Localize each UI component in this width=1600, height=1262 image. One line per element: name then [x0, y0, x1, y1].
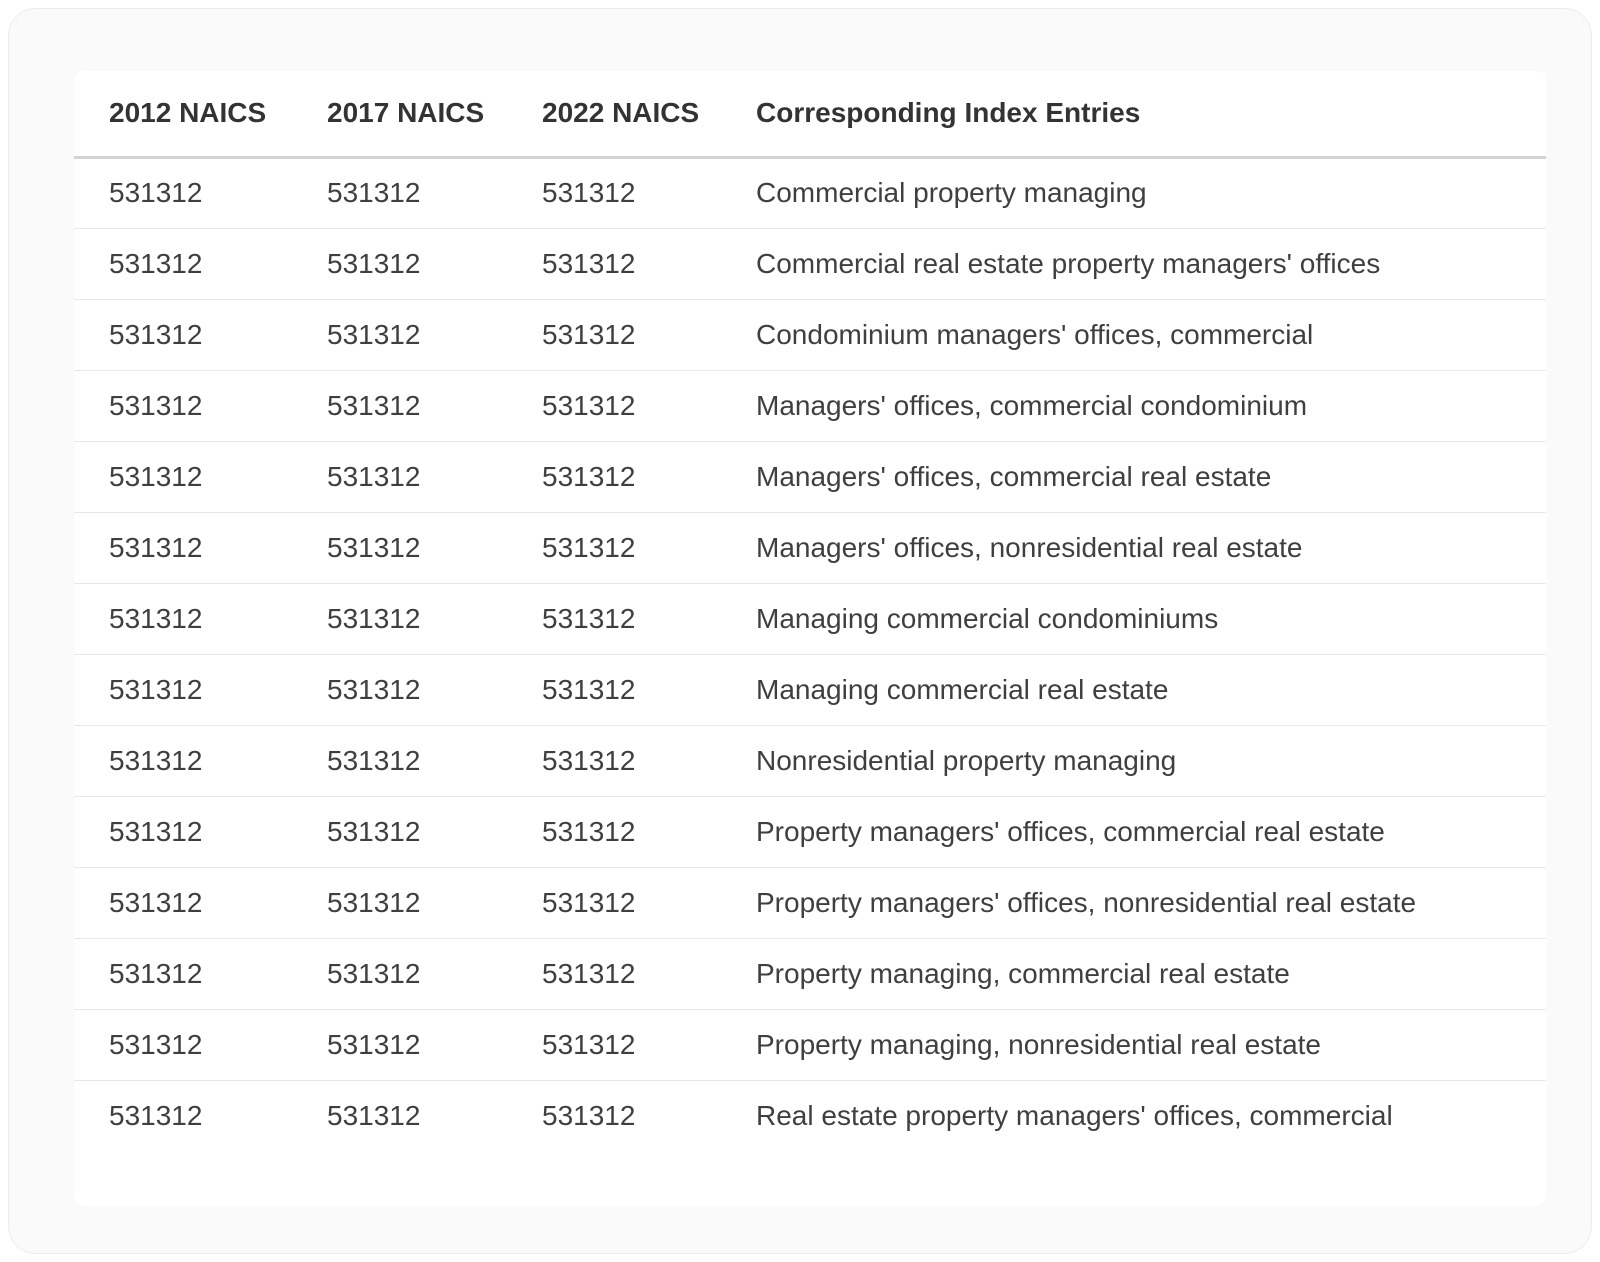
- column-header-index-entries: Corresponding Index Entries: [721, 71, 1546, 159]
- cell-2022-naics: 531312: [507, 228, 721, 300]
- column-header-2022-naics: 2022 NAICS: [507, 71, 721, 159]
- cell-index-entry: Commercial real estate property managers…: [721, 228, 1546, 300]
- table-row: 531312 531312 531312 Property managing, non…: [74, 1009, 1546, 1081]
- cell-2022-naics: 531312: [507, 725, 721, 797]
- cell-2017-naics: 531312: [292, 725, 507, 797]
- table-row: 531312 531312 531312 Managing commercial co…: [74, 583, 1546, 655]
- cell-2017-naics: 531312: [292, 512, 507, 584]
- cell-index-entry: Property managing, commercial real estat…: [721, 938, 1546, 1010]
- table-header: 2012 NAICS 2017 NAICS 2022 NAICS Corresp…: [74, 71, 1546, 159]
- cell-index-entry: Property managers' offices, commercial r…: [721, 796, 1546, 868]
- cell-2017-naics: 531312: [292, 228, 507, 300]
- outer-card: 2012 NAICS 2017 NAICS 2022 NAICS Corresp…: [8, 8, 1592, 1254]
- table-row: 531312 531312 531312 Property managers' off…: [74, 796, 1546, 868]
- cell-index-entry: Managers' offices, nonresidential real e…: [721, 512, 1546, 584]
- cell-2022-naics: 531312: [507, 796, 721, 868]
- table-row: 531312 531312 531312 Managers' offices, non…: [74, 512, 1546, 584]
- cell-2022-naics: 531312: [507, 157, 721, 229]
- cell-2017-naics: 531312: [292, 938, 507, 1010]
- cell-2022-naics: 531312: [507, 370, 721, 442]
- cell-2022-naics: 531312: [507, 654, 721, 726]
- cell-index-entry: Condominium managers' offices, commercia…: [721, 299, 1546, 371]
- cell-index-entry: Managers' offices, commercial real estat…: [721, 441, 1546, 513]
- table-row: 531312 531312 531312 Commercial real estate…: [74, 228, 1546, 300]
- cell-2022-naics: 531312: [507, 938, 721, 1010]
- cell-2017-naics: 531312: [292, 370, 507, 442]
- cell-2017-naics: 531312: [327, 1099, 421, 1131]
- cell-2022-naics: 531312: [507, 441, 721, 513]
- cell-index-entry: Commercial property managing: [721, 157, 1546, 229]
- cell-2022-naics: 531312: [507, 512, 721, 584]
- table-row: 531312 531312 531312 Managing commercial re…: [74, 654, 1546, 726]
- cell-2022-naics: 531312: [542, 1099, 636, 1131]
- cell-2022-naics: 531312: [507, 867, 721, 939]
- cell-2022-naics: 531312: [507, 1009, 721, 1081]
- cell-2017-naics: 531312: [292, 299, 507, 371]
- cell-index-entry: Property managing, nonresidential real e…: [721, 1009, 1546, 1081]
- cell-2017-naics: 531312: [292, 654, 507, 726]
- table-row: 531312 531312 531312 Nonresidential propert…: [74, 725, 1546, 797]
- table-row: 531312 531312 531312 Property managing, com…: [74, 938, 1546, 1010]
- cell-2012-naics: 531312: [74, 441, 292, 513]
- cell-2017-naics: 531312: [292, 583, 507, 655]
- table-header-row: 2012 NAICS 2017 NAICS 2022 NAICS Corresp…: [74, 71, 1546, 159]
- cell-index-entry: Managing commercial condominiums: [721, 583, 1546, 655]
- cell-2012-naics: 531312: [74, 1009, 292, 1081]
- cell-2012-naics: 531312: [74, 157, 292, 229]
- column-header-2017-naics: 2017 NAICS: [292, 71, 507, 159]
- cell-2022-naics: 531312: [507, 583, 721, 655]
- cell-2012-naics: 531312: [74, 654, 292, 726]
- cell-2017-naics: 531312: [292, 1009, 507, 1081]
- cell-index-entry: Real estate property managers' offices, …: [756, 1099, 1393, 1131]
- cell-2017-naics: 531312: [292, 796, 507, 868]
- table-row: 531312 531312 531312 Condominium managers' …: [74, 299, 1546, 371]
- cell-2017-naics: 531312: [292, 441, 507, 513]
- cell-2017-naics: 531312: [292, 157, 507, 229]
- cell-2012-naics: 531312: [74, 512, 292, 584]
- table-row: 531312 531312 531312 Real estate property m…: [74, 1080, 1546, 1151]
- cell-2012-naics: 531312: [74, 228, 292, 300]
- column-header-2012-naics: 2012 NAICS: [74, 71, 292, 159]
- cell-2012-naics: 531312: [74, 370, 292, 442]
- cell-2017-naics: 531312: [292, 867, 507, 939]
- cell-2012-naics: 531312: [74, 725, 292, 797]
- cell-2012-naics: 531312: [74, 299, 292, 371]
- cell-index-entry: Managing commercial real estate: [721, 654, 1546, 726]
- cell-2012-naics: 531312: [74, 867, 292, 939]
- table-body: 531312 531312 531312 Commercial property ma…: [74, 157, 1546, 1151]
- cell-2022-naics: 531312: [507, 299, 721, 371]
- cell-index-entry: Property managers' offices, nonresidenti…: [721, 867, 1546, 939]
- table-row: 531312 531312 531312 Commercial property ma…: [74, 157, 1546, 229]
- cell-2012-naics: 531312: [109, 1099, 203, 1131]
- naics-concordance-table: 2012 NAICS 2017 NAICS 2022 NAICS Corresp…: [74, 71, 1546, 1151]
- cell-2012-naics: 531312: [74, 938, 292, 1010]
- table-row: 531312 531312 531312 Managers' offices, com…: [74, 370, 1546, 442]
- naics-table-card: 2012 NAICS 2017 NAICS 2022 NAICS Corresp…: [74, 71, 1546, 1206]
- cell-index-entry: Managers' offices, commercial condominiu…: [721, 370, 1546, 442]
- cell-2012-naics: 531312: [74, 796, 292, 868]
- table-row: 531312 531312 531312 Property managers' off…: [74, 867, 1546, 939]
- cell-2012-naics: 531312: [74, 583, 292, 655]
- table-row: 531312 531312 531312 Managers' offices, com…: [74, 441, 1546, 513]
- cell-index-entry: Nonresidential property managing: [721, 725, 1546, 797]
